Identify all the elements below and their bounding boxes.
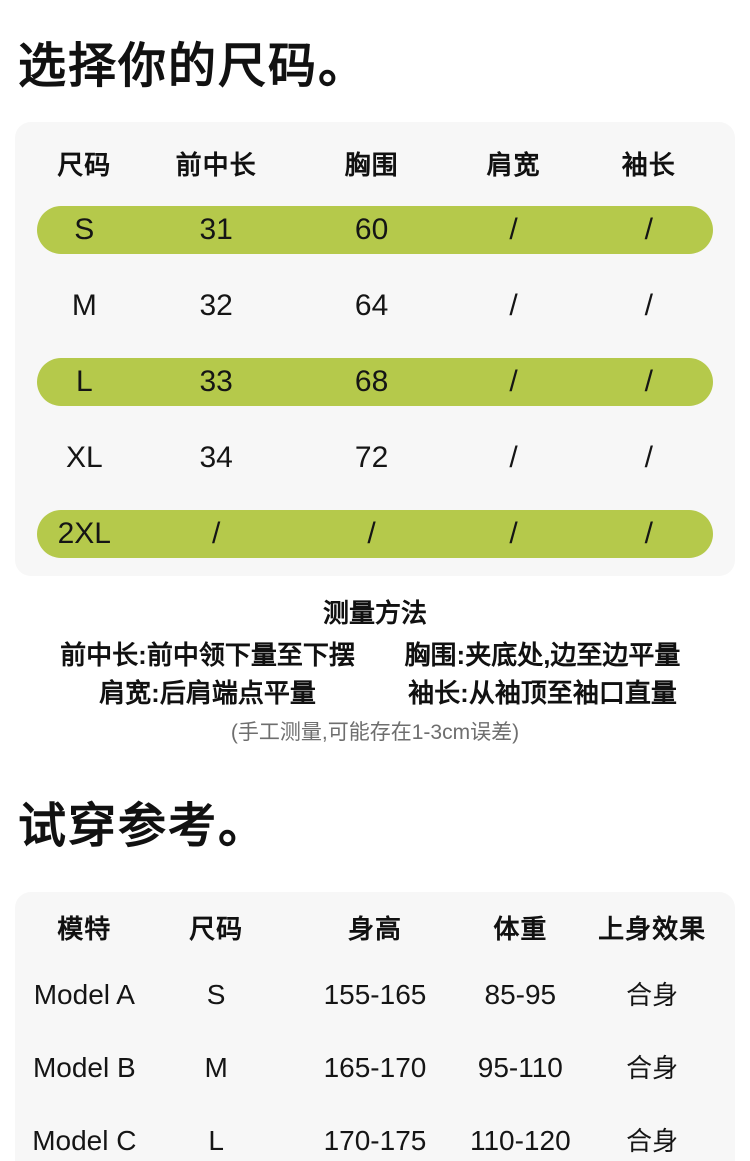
- value-cell: /: [509, 441, 518, 474]
- model-size: S: [206, 978, 226, 1010]
- value-cell: 64: [354, 289, 389, 322]
- size-chart-col-chest: 胸围: [344, 150, 399, 180]
- measurement-method-title: 测量方法: [322, 598, 427, 628]
- measurement-item-front-length: 前中长:前中领下量至下摆: [60, 640, 355, 670]
- value-cell: /: [211, 517, 221, 550]
- model-fit-effect: 合身: [626, 979, 679, 1010]
- model-height: 155-165: [323, 978, 427, 1010]
- size-label: L: [75, 365, 93, 398]
- value-cell: /: [509, 365, 518, 398]
- fit-row-model-c: Model C L 170-175 110-120 合身: [32, 1104, 713, 1161]
- value-cell: /: [644, 365, 653, 398]
- value-cell: 60: [354, 213, 389, 246]
- model-weight: 95-110: [477, 1051, 563, 1083]
- model-size: L: [208, 1124, 224, 1156]
- fit-row-model-b: Model B M 165-170 95-110 合身: [33, 1031, 713, 1104]
- measurement-item-chest: 胸围:夹底处,边至边平量: [404, 640, 681, 670]
- model-name: Model B: [32, 1051, 136, 1083]
- fit-col-effect: 上身效果: [598, 914, 707, 944]
- value-cell: /: [644, 213, 653, 246]
- model-name: Model A: [33, 978, 135, 1010]
- value-cell: /: [509, 517, 518, 550]
- fit-col-weight: 体重: [493, 914, 548, 944]
- size-chart-row-s: S 31 60 / /: [37, 206, 713, 254]
- model-weight: 110-120: [469, 1124, 571, 1156]
- value-cell: 72: [354, 441, 389, 474]
- value-cell: /: [367, 517, 376, 550]
- fit-col-model: 模特: [57, 914, 112, 944]
- size-label: M: [71, 289, 97, 322]
- size-chart-row-l: L 33 68 / /: [37, 358, 713, 406]
- model-fit-effect: 合身: [626, 1125, 679, 1156]
- fit-col-height: 身高: [347, 914, 402, 944]
- fit-reference-card: 模特 尺码 身高 体重 上身效果 Model A S 155-165 85-95…: [15, 892, 735, 1161]
- value-cell: /: [509, 289, 518, 322]
- measurement-tolerance-note: (手工测量,可能存在1-3cm误差): [230, 721, 520, 744]
- model-fit-effect: 合身: [626, 1052, 679, 1083]
- size-chart-col-size: 尺码: [57, 150, 112, 180]
- page-title-size-select: 选择你的尺码。: [18, 40, 369, 93]
- size-label: 2XL: [57, 517, 111, 550]
- size-chart-row-xl: XL 34 72 / /: [37, 420, 713, 496]
- measurement-item-sleeve: 袖长:从袖顶至袖口直量: [408, 678, 677, 708]
- size-chart-col-front-length: 前中长: [175, 150, 257, 180]
- size-chart-card: 尺码 前中长 胸围 肩宽 袖长 S 31 60 / / M 32 64 / / …: [15, 122, 735, 576]
- fit-table-header: 模特 尺码 身高 体重 上身效果: [37, 900, 713, 958]
- size-chart-row-2xl: 2XL / / / /: [37, 510, 713, 558]
- size-chart-header: 尺码 前中长 胸围 肩宽 袖长: [37, 138, 713, 192]
- size-chart-row-m: M 32 64 / /: [37, 268, 713, 344]
- model-height: 165-170: [323, 1051, 427, 1083]
- fit-col-size: 尺码: [189, 914, 244, 944]
- measurement-method-section: 测量方法 前中长:前中领下量至下摆 胸围:夹底处,边至边平量 肩宽:后肩端点平量…: [0, 598, 750, 748]
- page-title-fit-reference: 试穿参考。: [18, 800, 269, 853]
- size-chart-col-shoulder: 肩宽: [486, 150, 541, 180]
- value-cell: 68: [354, 365, 389, 398]
- value-cell: /: [644, 441, 653, 474]
- value-cell: /: [644, 289, 653, 322]
- measurement-items: 前中长:前中领下量至下摆 胸围:夹底处,边至边平量 肩宽:后肩端点平量 袖长:从…: [40, 636, 710, 712]
- measurement-item-shoulder: 肩宽:后肩端点平量: [99, 678, 316, 708]
- size-label: S: [74, 213, 95, 246]
- size-chart-col-sleeve: 袖长: [621, 150, 676, 180]
- model-weight: 85-95: [484, 978, 557, 1010]
- size-label: XL: [65, 441, 103, 474]
- value-cell: /: [644, 517, 653, 550]
- value-cell: 32: [199, 289, 233, 322]
- value-cell: 34: [199, 441, 233, 474]
- model-name: Model C: [32, 1124, 137, 1156]
- value-cell: 33: [199, 365, 233, 398]
- value-cell: 31: [199, 213, 233, 246]
- model-size: M: [204, 1051, 228, 1083]
- fit-row-model-a: Model A S 155-165 85-95 合身: [33, 958, 713, 1031]
- model-height: 170-175: [323, 1124, 427, 1156]
- value-cell: /: [509, 213, 518, 246]
